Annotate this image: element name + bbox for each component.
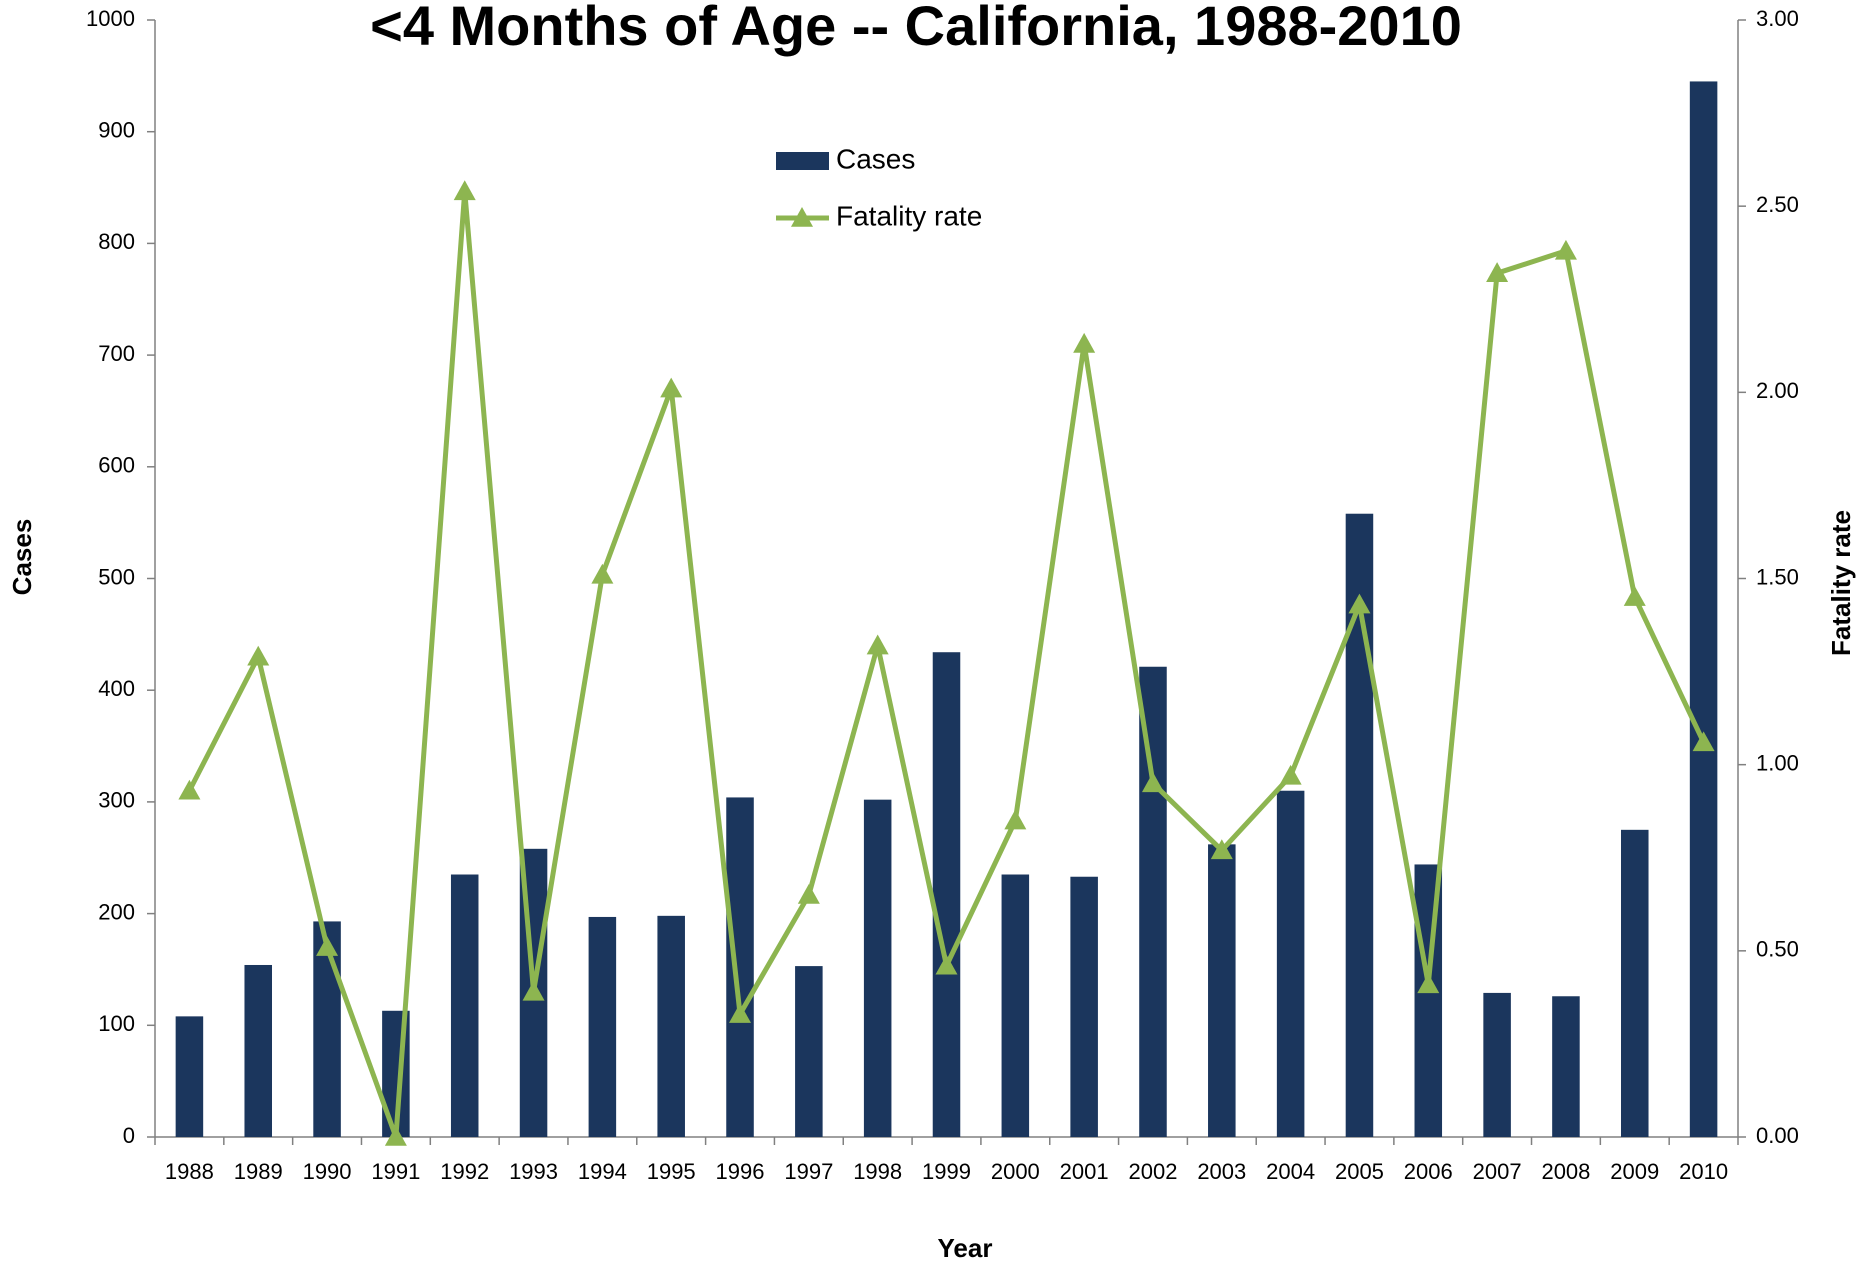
bar [1552,996,1580,1137]
x-tick-label: 2000 [991,1159,1040,1184]
x-tick-label: 1995 [647,1159,696,1184]
x-tick-label: 1989 [234,1159,283,1184]
legend-marker [791,207,813,227]
bar [175,1016,204,1137]
x-tick-label: 1994 [578,1159,627,1184]
bar [795,966,823,1137]
y-tick-label: 500 [98,564,135,589]
marker [1279,764,1302,785]
bar [657,915,685,1137]
bar [1001,874,1030,1137]
marker [247,645,270,666]
y2-tick-label: 3.00 [1756,6,1799,31]
y2-tick-label: 0.00 [1756,1123,1799,1148]
bar [1620,829,1649,1137]
x-tick-label: 2008 [1541,1159,1590,1184]
x-tick-label: 2010 [1679,1159,1728,1184]
x-tick-label: 1998 [853,1159,902,1184]
marker [1623,586,1646,606]
legend-swatch [776,152,829,170]
y-tick-label: 400 [98,676,135,701]
marker [1554,239,1577,260]
x-tick-label: 1999 [922,1159,971,1184]
bar [1070,876,1098,1137]
bar [1139,666,1167,1137]
legend-label: Cases [836,143,915,174]
y-tick-label: 700 [98,341,135,366]
y-tick-label: 1000 [86,6,135,31]
x-tick-label: 1996 [716,1159,765,1184]
bar [588,916,617,1137]
marker [1348,593,1371,614]
marker [935,954,958,975]
x-tick-label: 1990 [303,1159,352,1184]
marker [522,980,545,1001]
bar [863,799,892,1137]
legend-label: Fatality rate [836,200,982,231]
y2-tick-label: 0.50 [1756,937,1799,962]
bar [450,874,479,1137]
x-tick-label: 2004 [1266,1159,1315,1184]
marker [316,936,339,956]
marker [1486,262,1509,282]
y2-tick-label: 2.50 [1756,192,1799,217]
x-tick-label: 1997 [784,1159,833,1184]
marker [178,779,201,800]
marker [1692,731,1715,752]
bar [726,797,754,1137]
marker [1073,332,1096,353]
bar [313,921,341,1137]
bar [1483,992,1511,1137]
marker [1210,839,1233,860]
marker [797,883,820,904]
y2-tick-label: 1.00 [1756,750,1799,775]
y-tick-label: 0 [123,1123,135,1148]
marker [1141,772,1164,793]
marker [866,634,889,655]
y-axis-label: Cases [7,519,37,596]
y-tick-label: 800 [98,229,135,254]
x-tick-label: 2001 [1060,1159,1109,1184]
y-tick-label: 200 [98,899,135,924]
x-tick-label: 2005 [1335,1159,1384,1184]
x-tick-label: 2003 [1197,1159,1246,1184]
x-tick-label: 2002 [1129,1159,1178,1184]
marker [729,1003,752,1023]
bar [1276,790,1305,1137]
x-tick-label: 2007 [1473,1159,1522,1184]
bar [1208,844,1236,1137]
y-tick-label: 900 [98,118,135,143]
marker [453,180,476,201]
x-tick-label: 1992 [440,1159,489,1184]
y2-tick-label: 2.00 [1756,378,1799,403]
x-tick-label: 1993 [509,1159,558,1184]
x-tick-label: 2009 [1610,1159,1659,1184]
x-axis-label: Year [938,1233,993,1263]
x-tick-label: 2006 [1404,1159,1453,1184]
x-tick-label: 1988 [165,1159,214,1184]
x-tick-label: 1991 [371,1159,420,1184]
bar [932,652,961,1137]
marker [384,1126,407,1146]
marker [1004,809,1027,830]
bar [244,964,273,1137]
marker [1417,973,1440,994]
y2-axis-label: Fatality rate [1826,510,1856,656]
marker [660,377,683,398]
marker [591,563,614,584]
y-tick-label: 300 [98,788,135,813]
chart-title: <4 Months of Age -- California, 1988-201… [370,0,1462,57]
y-tick-label: 600 [98,453,135,478]
y2-tick-label: 1.50 [1756,564,1799,589]
bar [1689,81,1718,1137]
y-tick-label: 100 [98,1011,135,1036]
